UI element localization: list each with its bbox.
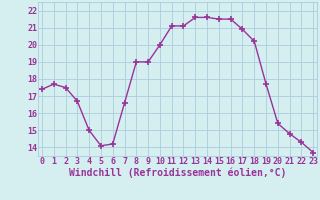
X-axis label: Windchill (Refroidissement éolien,°C): Windchill (Refroidissement éolien,°C): [69, 168, 286, 178]
